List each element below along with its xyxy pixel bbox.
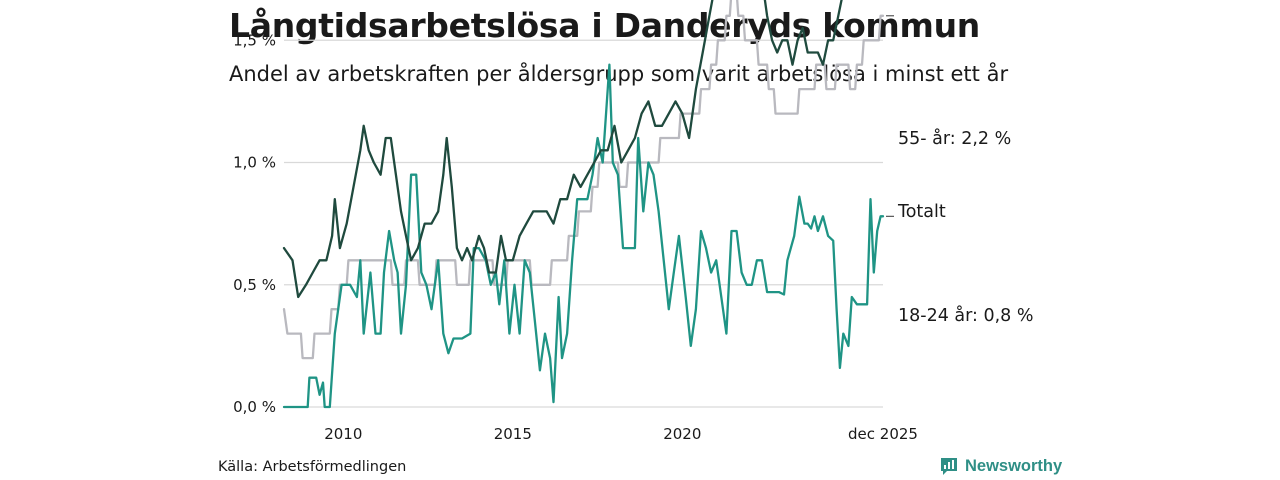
series-label-total: Totalt — [897, 202, 946, 222]
y-tick-label: 0,5 % — [233, 276, 276, 294]
x-axis-ticks: 2010 2015 2020 dec 2025 — [324, 425, 918, 443]
series-label-age55: 55- år: 2,2 % — [898, 128, 1011, 149]
series-label-youth: 18-24 år: 0,8 % — [898, 305, 1034, 326]
series-line-youth — [282, 63, 885, 409]
brand-logo[interactable]: Newsworthy — [939, 455, 1062, 477]
x-tick-label: 2015 — [494, 425, 532, 443]
series-end-labels: 55- år: 2,2 % Totalt 18-24 år: 0,8 % — [886, 15, 1034, 326]
series-line-age55 — [282, 0, 843, 299]
series-lines — [282, 0, 885, 409]
source-note: Källa: Arbetsförmedlingen — [218, 459, 407, 475]
x-tick-label: 2020 — [663, 425, 701, 443]
y-tick-label: 1,0 % — [233, 154, 276, 172]
chart-title: Långtidsarbetslösa i Danderyds kommun — [229, 6, 980, 45]
x-tick-label: dec 2025 — [848, 425, 918, 443]
y-tick-label: 0,0 % — [233, 398, 276, 416]
y-axis-ticks: 0,0 %0,5 %1,0 %1,5 %2,0 % — [233, 31, 276, 416]
x-tick-label: 2010 — [324, 425, 362, 443]
y-tick-label: 1,5 % — [233, 31, 276, 49]
brand-name: Newsworthy — [965, 456, 1063, 475]
chart-subtitle: Andel av arbetskraften per åldersgrupp s… — [229, 62, 1009, 86]
newsworthy-logo-icon — [941, 458, 957, 475]
